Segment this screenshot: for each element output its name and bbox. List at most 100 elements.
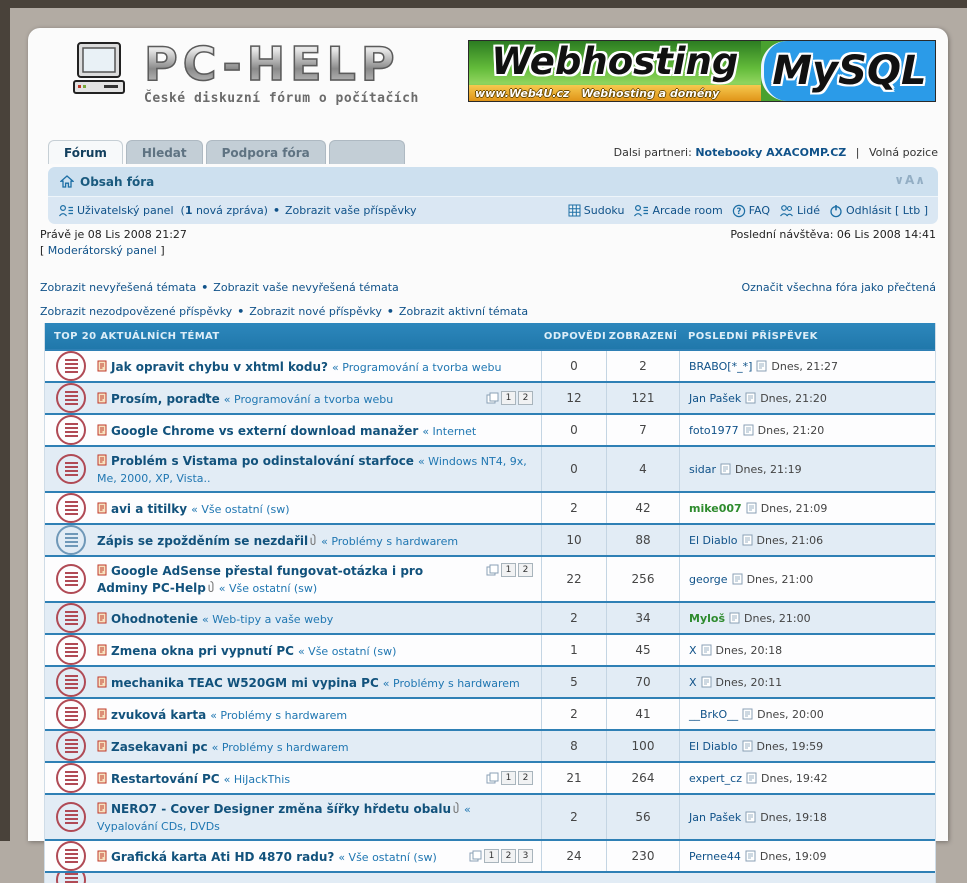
goto-post-icon[interactable] [745,811,756,823]
author-link[interactable]: mike007 [689,501,742,515]
author-link[interactable]: Myloš [689,611,725,625]
topic-title-link[interactable]: Jak opravit chybu v xhtml kodu? [111,359,329,374]
topic-title-link[interactable]: Ohodnotenie [111,611,199,626]
userbar-link-arcade-room[interactable]: Arcade room [652,204,723,217]
author-link[interactable]: Pernee44 [689,849,741,863]
goto-post-icon[interactable] [742,740,753,752]
author-link[interactable]: expert_cz [689,771,742,785]
webhosting-ad-banner[interactable]: Webhosting www.Web4U.cz Webhosting a dom… [468,40,936,102]
category-link[interactable]: « Programování a tvorba webu [223,392,394,406]
goto-post-icon[interactable] [745,392,756,404]
author-link[interactable]: X [689,643,697,657]
category-link[interactable]: « Web-tipy a vaše weby [202,612,334,626]
topic-title-link[interactable]: Zápis se zpožděním se nezdařil [97,533,309,548]
topic-title-link[interactable]: Prosím, poraďte [111,391,220,406]
partners-link-axacomp[interactable]: Notebooky AXACOMP.CZ [695,146,847,159]
goto-post-icon[interactable] [742,708,753,720]
author-link[interactable]: El Diablo [689,739,738,753]
site-logo[interactable]: PC-HELP České diskuzní fórum o počítačíc… [66,39,419,106]
topic-title-link[interactable]: Problém s Vistama po odinstalování starf… [111,454,414,468]
category-link[interactable]: « Problémy s hardwarem [382,676,520,690]
userbar-link-faq[interactable]: FAQ [748,204,771,217]
category-link[interactable]: « Vše ostatní (sw) [297,644,397,658]
tab-empty[interactable] [328,140,405,164]
category-link[interactable]: « Programování a tvorba webu [332,360,502,374]
quicklink-zobrazit-aktivn-t-mata[interactable]: Zobrazit aktivní témata [398,305,529,318]
page-number-button[interactable]: 2 [518,563,533,577]
page-number-button[interactable]: 1 [484,848,499,863]
topic-title-link[interactable]: Restartování PC [111,771,220,786]
page-number-button[interactable]: 2 [501,848,516,863]
goto-post-icon[interactable] [701,676,712,688]
userbar-link-lid-[interactable]: Lidé [797,204,820,217]
goto-post-icon[interactable] [701,644,712,656]
topic-title-link[interactable]: mechanika TEAC W520GM mi vypina PC [111,675,379,690]
quicklink-zobrazit-nov-p-sp-vky[interactable]: Zobrazit nové příspěvky [249,305,382,318]
category-link[interactable]: « Internet [422,424,477,438]
goto-post-icon[interactable] [743,424,754,436]
page-number-button[interactable]: 2 [518,770,533,785]
mark-forums-read-link[interactable]: Označit všechna fóra jako přečtená [741,281,936,294]
category-link[interactable]: « Vše ostatní (sw) [191,502,290,516]
tab-hledat[interactable]: Hledat [125,140,203,164]
page-number-button[interactable]: 2 [518,390,533,405]
goto-post-icon[interactable] [746,772,757,784]
your-posts-link[interactable]: Zobrazit vaše příspěvky [285,204,417,217]
page-number-button[interactable]: 1 [501,390,516,405]
breadcrumb-forum-index[interactable]: Obsah fóra [80,174,155,189]
goto-post-icon[interactable] [720,463,731,475]
topic-title-link[interactable]: Zmena okna pri vypnutí PC [111,643,294,658]
topic-title-link[interactable]: avi a titilky [111,501,188,516]
page-number-button[interactable]: 3 [518,848,533,863]
page-number-button[interactable]: 1 [501,563,516,577]
category-link[interactable]: « Problémy s hardwarem [321,534,459,548]
goto-post-icon[interactable] [756,360,767,372]
category-link[interactable]: « Vše ostatní (sw) [338,850,437,864]
topic-title-link[interactable]: Zasekavani pc [111,739,208,754]
author-link[interactable]: X [689,675,697,689]
topics-table-header: TOP 20 AKTUÁLNÍCH TÉMAT ODPOVĚDI ZOBRAZE… [45,323,935,349]
quicklink-zobrazit-va-e-nevy-e-en-t-mata[interactable]: Zobrazit vaše nevyřešená témata [213,281,399,294]
quicklink-zobrazit-nevy-e-en-t-mata[interactable]: Zobrazit nevyřešená témata [40,281,197,294]
moderator-panel-link[interactable]: Moderátorský panel [47,244,157,257]
topic-title-link[interactable]: Google AdSense přestal fungovat-otázka i… [97,564,424,595]
goto-post-icon[interactable] [742,534,753,546]
author-link[interactable]: Jan Pašek [689,810,742,824]
top-topics-table: TOP 20 AKTUÁLNÍCH TÉMAT ODPOVĚDI ZOBRAZE… [44,323,936,883]
author-link[interactable]: sidar [689,462,717,476]
author-link[interactable]: El Diablo [689,533,738,547]
category-link[interactable]: « Vypalování CDs, DVDs [97,803,471,833]
author-link[interactable]: george [689,572,728,586]
replies-count: 22 [541,557,606,601]
category-link[interactable]: « HiJackThis [223,772,291,786]
font-size-icon[interactable]: ∨A∧ [894,173,926,187]
user-panel-link[interactable]: Uživatelský panel [77,204,174,217]
author-link[interactable]: foto1977 [689,423,739,437]
topic-title-link[interactable]: zvuková karta [111,707,207,722]
topic-icon [56,699,86,729]
topic-title-link[interactable]: Grafická karta Ati HD 4870 radu? [111,849,335,864]
topic-title-link[interactable]: NERO7 - Cover Designer změna šířky hřdet… [111,802,452,816]
category-link[interactable]: « Problémy s hardwarem [211,740,349,754]
category-link[interactable]: « Vše ostatní (sw) [218,582,318,595]
author-link[interactable]: BRABO[*_*] [689,359,753,373]
userbar-link-sudoku[interactable]: Sudoku [583,204,625,217]
goto-post-icon[interactable] [729,612,740,624]
tab-podpora-f-ra[interactable]: Podpora fóra [205,140,326,164]
page-number-button[interactable]: 1 [501,770,516,785]
table-title: TOP 20 AKTUÁLNÍCH TÉMAT [54,330,220,342]
banner-url: www.Web4U.cz [475,86,570,100]
new-post-icon [97,740,107,752]
category-link[interactable]: « Problémy s hardwarem [210,708,348,722]
goto-post-icon[interactable] [746,502,757,514]
author-link[interactable]: Jan Pašek [689,391,742,405]
goto-post-icon[interactable] [732,573,743,585]
userbar-link-odhl-sit-ltb-[interactable]: Odhlásit [ Ltb ] [845,204,928,217]
author-link[interactable]: __BrkO__ [689,707,739,721]
category-link[interactable]: « Windows NT4, 9x, Me, 2000, XP, Vista.. [97,455,527,485]
tab-f-rum[interactable]: Fórum [48,140,123,164]
goto-post-icon[interactable] [745,850,756,862]
quicklink-zobrazit-nezodpov-zen-p-sp-vky[interactable]: Zobrazit nezodpovězené příspěvky [40,305,233,318]
topic-title-link[interactable]: Google Chrome vs externí download manaže… [111,423,419,438]
